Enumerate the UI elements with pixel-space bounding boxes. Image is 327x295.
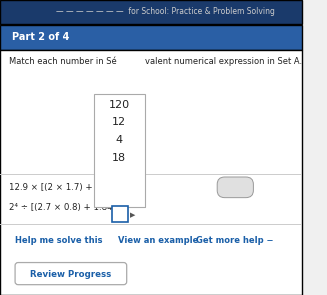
FancyBboxPatch shape — [15, 263, 127, 285]
Text: valent numerical expression in Set A.: valent numerical expression in Set A. — [145, 58, 302, 66]
FancyBboxPatch shape — [95, 96, 146, 208]
Text: 120: 120 — [109, 100, 130, 110]
Text: View an example: View an example — [118, 236, 198, 245]
FancyBboxPatch shape — [94, 94, 145, 206]
Text: 4: 4 — [115, 135, 123, 145]
Text: 18: 18 — [112, 153, 126, 163]
Text: ▶: ▶ — [130, 212, 135, 218]
Text: Part 2 of 4: Part 2 of 4 — [12, 32, 69, 42]
FancyBboxPatch shape — [217, 177, 253, 198]
Text: Review Progress: Review Progress — [30, 270, 112, 279]
Text: Match each number in Sé: Match each number in Sé — [9, 58, 117, 66]
Text: 12.9 × [(2 × 1.7) + 6.6] − 3: 12.9 × [(2 × 1.7) + 6.6] − 3 — [9, 183, 131, 192]
Text: Help me solve this: Help me solve this — [15, 236, 103, 245]
FancyBboxPatch shape — [0, 25, 301, 50]
Text: 2⁴ ÷ [(2.7 × 0.8) + 1.84] =: 2⁴ ÷ [(2.7 × 0.8) + 1.84] = — [9, 204, 126, 212]
FancyBboxPatch shape — [112, 206, 128, 222]
Text: 12: 12 — [112, 117, 126, 127]
Text: — — — — — — —  for School: Practice & Problem Solving: — — — — — — — for School: Practice & Pro… — [57, 7, 275, 16]
Text: Get more help −: Get more help − — [196, 236, 274, 245]
FancyBboxPatch shape — [0, 0, 301, 24]
FancyBboxPatch shape — [0, 50, 301, 295]
